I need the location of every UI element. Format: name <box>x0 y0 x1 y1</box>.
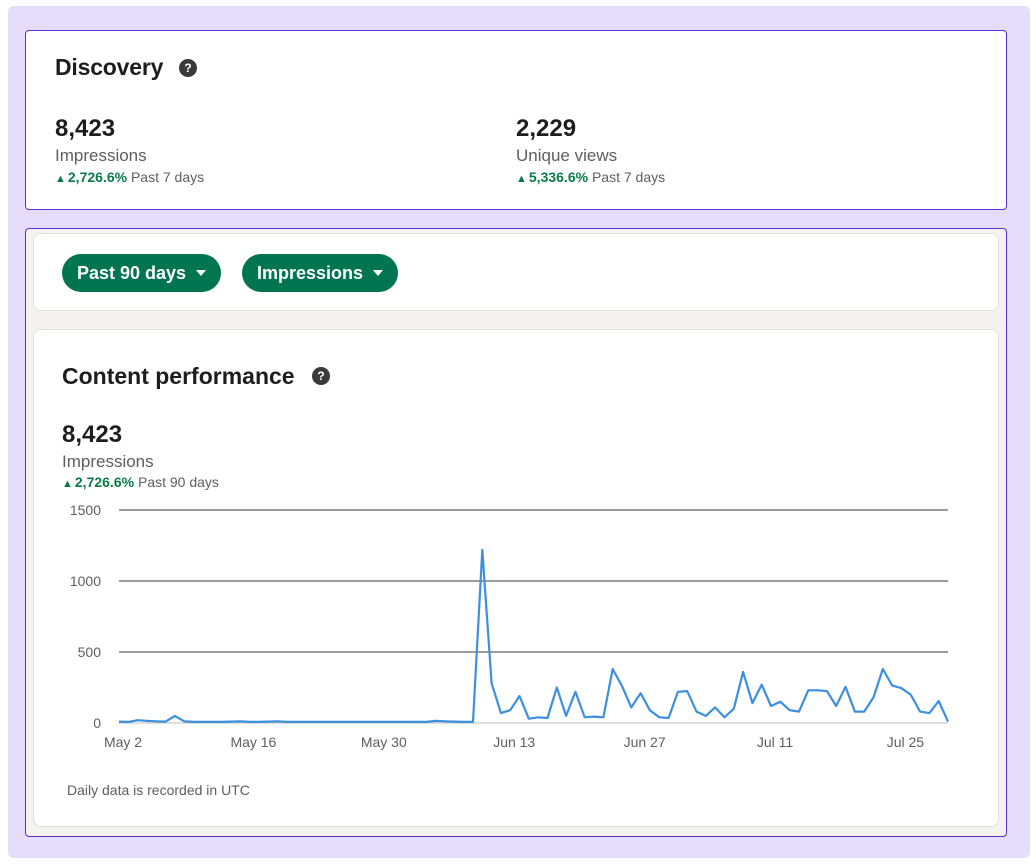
x-tick-label: Jun 27 <box>624 734 666 750</box>
unique-views-value: 2,229 <box>516 115 577 142</box>
impressions-change: ▲ 2,726.6% Past 7 days <box>55 169 204 185</box>
perf-impressions-label: Impressions <box>62 452 154 471</box>
unique-views-change-period: Past 7 days <box>591 169 666 185</box>
content-performance-card: Content performance ? 8,423 Impressions … <box>33 329 999 827</box>
trend-up-icon: ▲ <box>516 173 527 185</box>
question-circle-icon[interactable]: ? <box>312 367 330 385</box>
discovery-card: Discovery ? 8,423 Impressions ▲ 2,726.6% … <box>25 30 1007 210</box>
impressions-value: 8,423 <box>55 115 116 142</box>
impressions-line-chart[interactable]: 0 500 1000 1500 May 2 May 16 May 30 Jun 13 Jun 2… <box>34 330 1000 770</box>
unique-views-change: ▲ 5,336.6% Past 7 days <box>516 169 665 185</box>
question-circle-icon[interactable]: ? <box>179 59 197 77</box>
unique-views-change-percent: 5,336.6% <box>528 169 589 185</box>
metric-label: Impressions <box>257 262 364 283</box>
x-tick-label: May 2 <box>104 734 142 750</box>
x-tick-label: May 30 <box>361 734 407 750</box>
perf-change-period: Past 90 days <box>137 474 219 490</box>
performance-section: Past 90 days Impressions Content perform… <box>25 228 1007 837</box>
caret-down-icon <box>373 270 384 276</box>
x-tick-label: May 16 <box>230 734 276 750</box>
x-tick-label: Jul 11 <box>757 734 794 750</box>
y-tick-label: 500 <box>78 644 102 660</box>
trend-up-icon: ▲ <box>55 173 66 185</box>
discovery-title: Discovery <box>55 54 164 80</box>
y-tick-label: 1000 <box>70 573 101 589</box>
impressions-series-line[interactable] <box>118 548 950 723</box>
caret-down-icon <box>196 270 207 276</box>
trend-up-icon: ▲ <box>62 478 73 490</box>
content-performance-title: Content performance <box>62 363 295 389</box>
date-range-dropdown[interactable]: Past 90 days <box>62 254 222 292</box>
impressions-change-percent: 2,726.6% <box>67 169 128 185</box>
metric-dropdown[interactable]: Impressions <box>242 254 399 292</box>
date-range-label: Past 90 days <box>77 262 187 283</box>
unique-views-label: Unique views <box>516 146 618 165</box>
x-tick-label: Jun 13 <box>493 734 535 750</box>
utc-footnote: Daily data is recorded in UTC <box>67 782 250 798</box>
filter-bar: Past 90 days Impressions <box>33 233 999 311</box>
y-tick-label: 0 <box>93 715 101 731</box>
perf-impressions-value: 8,423 <box>62 421 123 448</box>
impressions-label: Impressions <box>55 146 147 165</box>
perf-change-percent: 2,726.6% <box>74 474 135 490</box>
impressions-change-period: Past 7 days <box>130 169 205 185</box>
perf-impressions-change: ▲ 2,726.6% Past 90 days <box>62 474 219 490</box>
y-tick-label: 1500 <box>70 502 101 518</box>
x-tick-label: Jul 25 <box>887 734 925 750</box>
